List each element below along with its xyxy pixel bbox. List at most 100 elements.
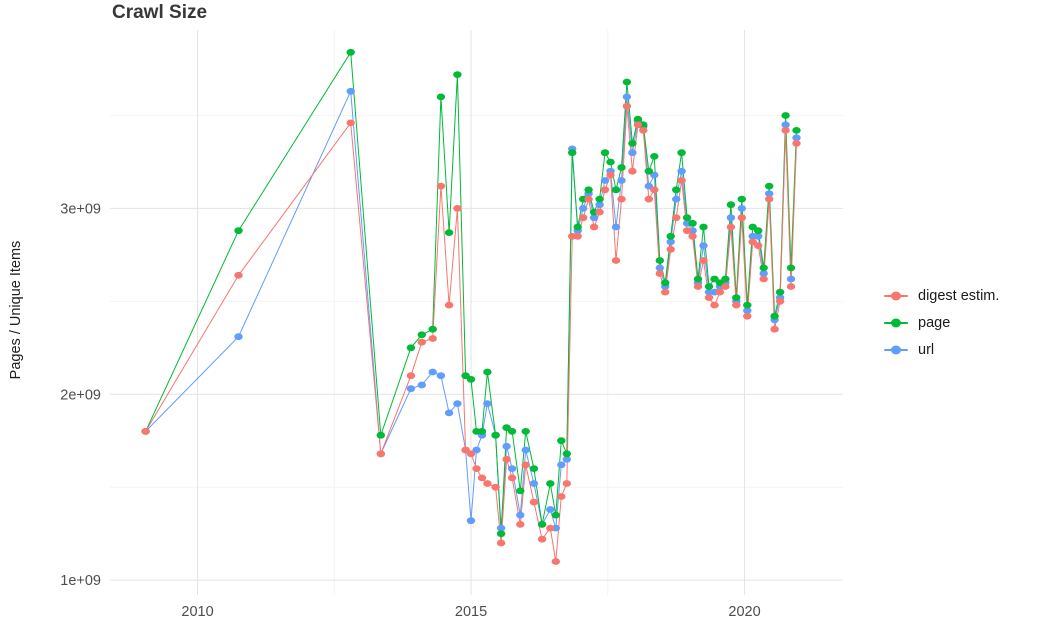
series-point-url bbox=[611, 223, 621, 231]
series-point-digest-estim- bbox=[472, 465, 481, 472]
series-point-page bbox=[655, 257, 664, 264]
series-point-digest-estim- bbox=[781, 126, 790, 134]
series-point-digest-estim- bbox=[715, 288, 725, 296]
series-point-page bbox=[453, 71, 462, 78]
series-point-digest-estim- bbox=[436, 182, 446, 190]
series-point-url bbox=[743, 307, 752, 314]
series-point-url bbox=[521, 446, 530, 454]
series-point-digest-estim- bbox=[699, 257, 708, 264]
series-point-digest-estim- bbox=[546, 524, 555, 532]
series-point-page bbox=[557, 437, 566, 445]
legend-item-digest-estim: digest estim. bbox=[884, 287, 999, 305]
series-point-digest-estim- bbox=[606, 171, 615, 179]
series-point-url bbox=[726, 214, 736, 222]
series-point-page bbox=[428, 325, 437, 333]
legend-item-url: url bbox=[884, 341, 999, 359]
series-point-page bbox=[502, 424, 511, 432]
series-point-page bbox=[732, 294, 741, 301]
series-point-page bbox=[688, 219, 697, 227]
series-point-page bbox=[537, 521, 547, 528]
series-point-page bbox=[477, 428, 487, 435]
legend-dot-icon bbox=[891, 318, 901, 328]
series-point-digest-estim- bbox=[496, 539, 506, 547]
series-point-digest-estim- bbox=[628, 167, 637, 175]
chart-title: Crawl Size bbox=[112, 2, 208, 23]
series-point-page bbox=[568, 149, 577, 157]
y-tick-label: 1e+09 bbox=[60, 573, 101, 589]
series-point-digest-estim- bbox=[792, 140, 801, 147]
series-point-page bbox=[507, 428, 517, 435]
series-point-url bbox=[792, 134, 801, 142]
series-point-digest-estim- bbox=[453, 205, 462, 212]
x-tick-label: 2020 bbox=[728, 604, 760, 620]
series-point-digest-estim- bbox=[759, 275, 768, 283]
legend-dot-icon bbox=[891, 291, 901, 301]
series-point-page bbox=[781, 112, 790, 119]
series-point-url bbox=[672, 195, 681, 203]
series-point-digest-estim- bbox=[557, 493, 566, 500]
series-point-digest-estim- bbox=[655, 270, 664, 277]
series-point-url bbox=[234, 333, 243, 341]
series-point-digest-estim- bbox=[754, 242, 763, 250]
series-point-page bbox=[436, 93, 446, 101]
series-point-digest-estim- bbox=[786, 283, 796, 290]
series-point-page bbox=[737, 195, 746, 203]
series-point-page bbox=[617, 164, 626, 171]
series-point-url bbox=[546, 506, 555, 513]
series-point-page bbox=[628, 140, 637, 147]
series-point-url bbox=[622, 93, 632, 101]
y-axis-label: Pages / Unique Items bbox=[8, 240, 24, 380]
series-point-page bbox=[699, 223, 708, 231]
series-point-page bbox=[748, 223, 757, 231]
series-point-page bbox=[546, 480, 555, 487]
legend-key-digest-estim-icon bbox=[884, 287, 908, 305]
series-point-page bbox=[496, 530, 506, 538]
series-point-digest-estim- bbox=[617, 195, 626, 203]
series-point-digest-estim- bbox=[579, 214, 588, 222]
series-point-page bbox=[562, 450, 571, 458]
series-point-url bbox=[765, 190, 774, 198]
series-point-digest-estim- bbox=[726, 223, 736, 231]
series-point-digest-estim- bbox=[666, 245, 675, 253]
series-point-url bbox=[754, 232, 763, 240]
series-point-page bbox=[677, 149, 686, 157]
series-point-url bbox=[666, 238, 675, 246]
series-point-page bbox=[786, 264, 796, 272]
legend-label-digest-estim: digest estim. bbox=[918, 288, 1000, 304]
series-point-page bbox=[234, 227, 243, 235]
legend-label-url: url bbox=[918, 342, 935, 358]
legend-label-page: page bbox=[918, 315, 951, 331]
series-point-page bbox=[661, 279, 670, 287]
series-point-url bbox=[557, 461, 566, 469]
x-tick-label: 2010 bbox=[181, 604, 213, 620]
series-point-digest-estim- bbox=[529, 498, 539, 506]
series-point-url bbox=[502, 442, 511, 450]
series-point-page bbox=[666, 232, 675, 240]
series-point-digest-estim- bbox=[688, 232, 697, 240]
series-point-page bbox=[759, 264, 768, 272]
series-point-page bbox=[529, 465, 539, 472]
series-point-digest-estim- bbox=[521, 461, 530, 469]
series-point-digest-estim- bbox=[477, 474, 487, 482]
series-point-url bbox=[417, 381, 426, 389]
series-point-digest-estim- bbox=[491, 483, 500, 491]
series-point-url bbox=[472, 446, 481, 454]
series-point-url bbox=[589, 214, 599, 222]
series-point-url bbox=[579, 205, 588, 212]
series-point-page bbox=[682, 214, 692, 222]
series-point-page bbox=[573, 223, 582, 231]
series-point-url bbox=[737, 205, 746, 212]
series-point-digest-estim- bbox=[573, 232, 582, 240]
series-point-page bbox=[622, 78, 632, 86]
series-point-digest-estim- bbox=[502, 455, 511, 463]
series-point-page bbox=[775, 288, 785, 296]
series-point-digest-estim- bbox=[551, 558, 560, 565]
series-point-digest-estim- bbox=[428, 335, 437, 342]
series-point-digest-estim- bbox=[417, 338, 426, 346]
series-point-page bbox=[644, 167, 653, 175]
series-point-page bbox=[611, 186, 621, 194]
series-point-digest-estim- bbox=[466, 450, 476, 458]
y-tick-label: 3e+09 bbox=[60, 201, 101, 217]
series-point-page bbox=[466, 376, 476, 383]
